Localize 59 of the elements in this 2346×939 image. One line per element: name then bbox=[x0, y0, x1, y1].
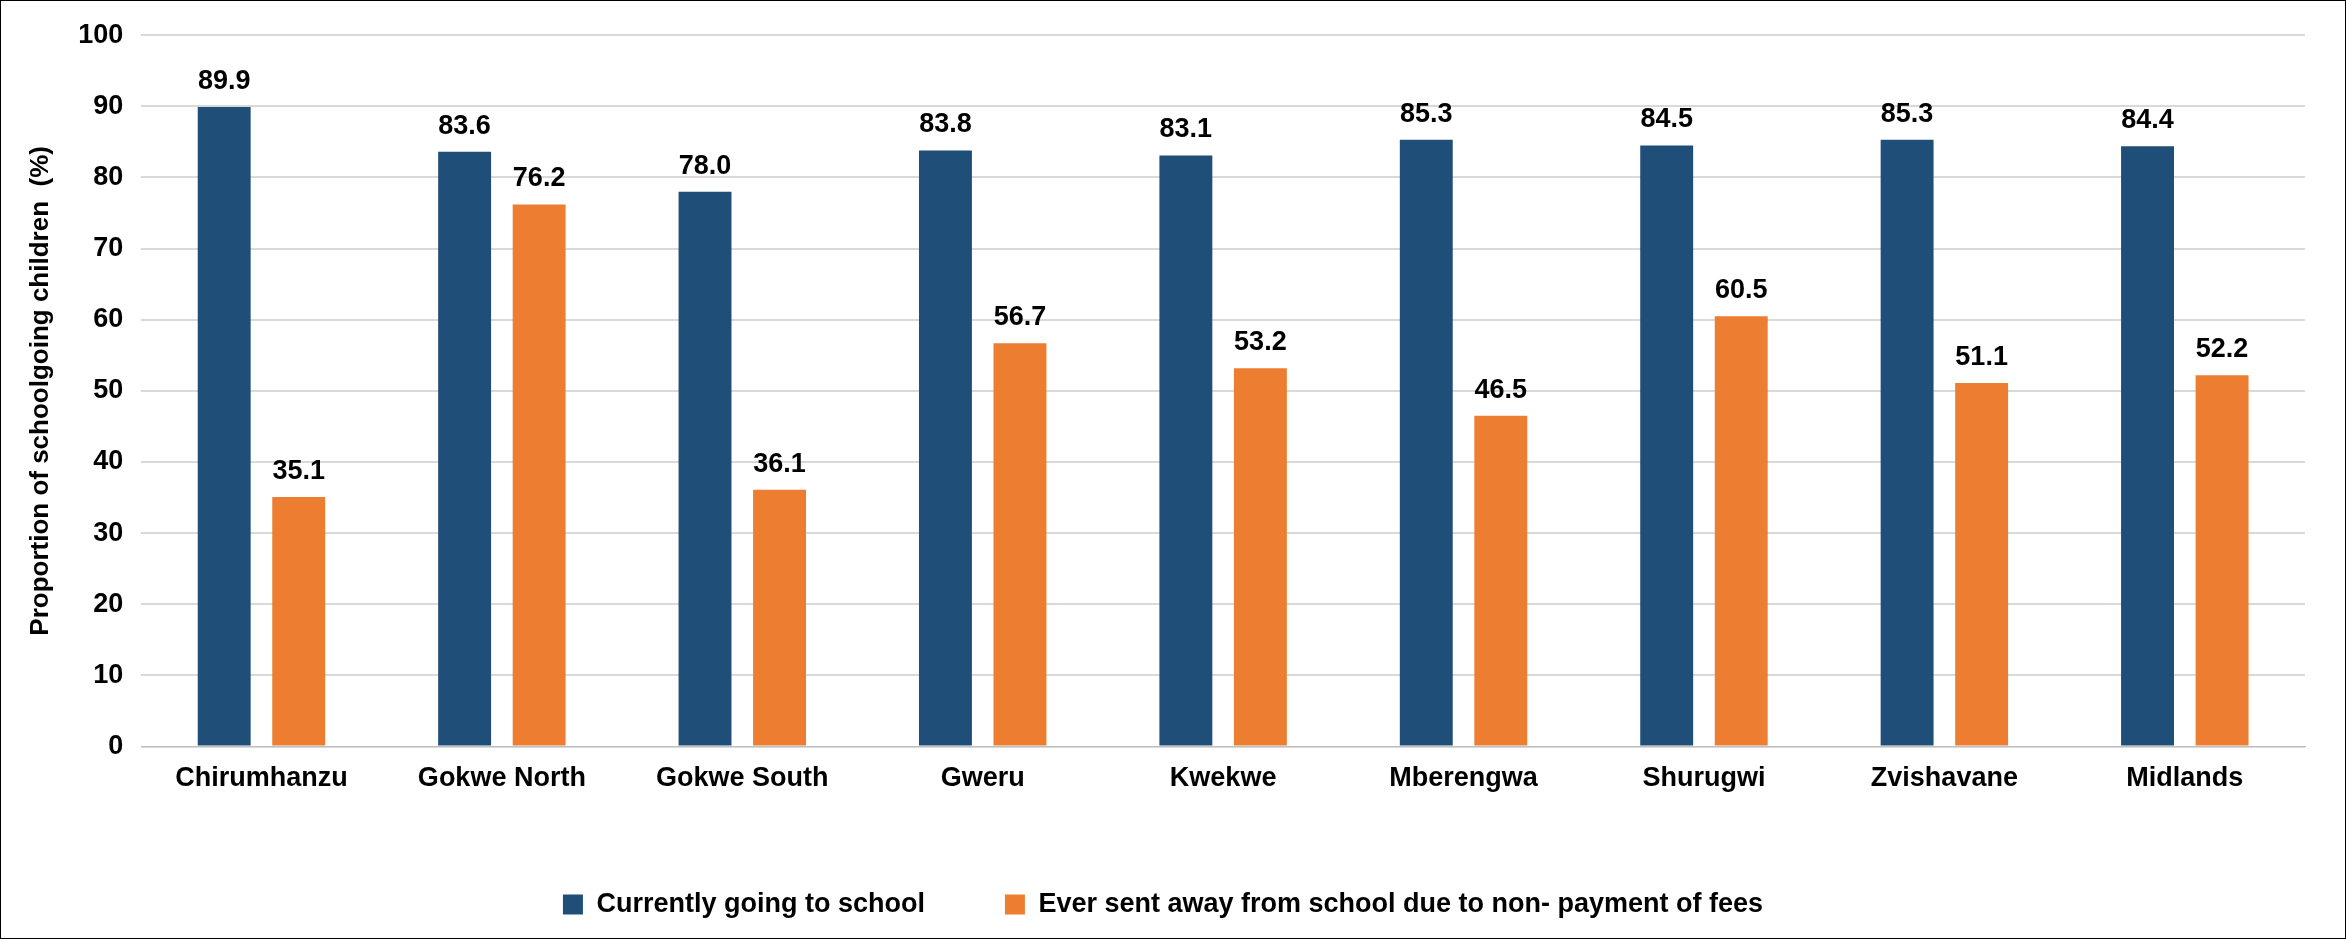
bar bbox=[197, 107, 251, 746]
legend-label: Currently going to school bbox=[596, 887, 925, 918]
bar bbox=[1474, 415, 1528, 746]
y-tick-label: 90 bbox=[93, 89, 124, 120]
bar bbox=[1159, 155, 1213, 746]
bar bbox=[678, 191, 732, 746]
bar bbox=[1714, 316, 1768, 746]
bar bbox=[1399, 139, 1453, 746]
data-label: 83.1 bbox=[1159, 113, 1213, 144]
y-tick-label: 80 bbox=[93, 160, 124, 191]
data-label: 76.2 bbox=[512, 162, 566, 193]
bar bbox=[1233, 368, 1287, 746]
bar bbox=[2121, 146, 2174, 746]
data-label: 46.5 bbox=[1474, 373, 1528, 404]
x-tick-label: Gokwe South bbox=[656, 762, 829, 793]
data-label: 78.0 bbox=[678, 149, 732, 180]
y-tick-label: 0 bbox=[108, 730, 124, 761]
y-tick-label: 70 bbox=[93, 232, 124, 263]
bar bbox=[272, 496, 326, 746]
data-label: 83.6 bbox=[438, 109, 491, 140]
y-tick-label: 30 bbox=[93, 516, 124, 547]
y-axis-title: Proportion of schoolgoing children (%) bbox=[23, 146, 54, 636]
y-tick-label: 20 bbox=[93, 587, 124, 618]
x-tick-label: Shurugwi bbox=[1642, 762, 1766, 793]
data-label: 89.9 bbox=[197, 65, 251, 95]
bar bbox=[1640, 145, 1694, 746]
data-label: 53.2 bbox=[1234, 326, 1287, 357]
data-label: 83.8 bbox=[919, 108, 972, 139]
data-label: 56.7 bbox=[993, 301, 1047, 332]
bar bbox=[993, 343, 1047, 746]
data-label: 84.5 bbox=[1640, 103, 1693, 134]
data-label: 85.3 bbox=[1880, 97, 1934, 128]
x-tick-label: Kwekwe bbox=[1169, 762, 1277, 793]
x-tick-label: Mberengwa bbox=[1389, 762, 1539, 793]
data-label: 36.1 bbox=[753, 447, 806, 478]
bar bbox=[918, 150, 972, 746]
bar bbox=[753, 489, 807, 746]
x-tick-label: Midlands bbox=[2126, 762, 2244, 793]
y-tick-label: 50 bbox=[93, 374, 124, 405]
data-label: 51.1 bbox=[1955, 341, 2008, 372]
data-label: 35.1 bbox=[272, 454, 325, 485]
legend-label: Ever sent away from school due to non- payment of fees bbox=[1038, 887, 1764, 918]
data-label: 84.4 bbox=[2121, 104, 2174, 135]
y-tick-label: 100 bbox=[78, 18, 124, 49]
x-tick-label: Zvishavane bbox=[1870, 762, 2018, 793]
data-label: 52.2 bbox=[2195, 333, 2249, 364]
x-tick-label: Gweru bbox=[940, 762, 1025, 793]
data-label: 85.3 bbox=[1400, 97, 1453, 128]
bar bbox=[512, 204, 566, 746]
bar bbox=[438, 151, 492, 746]
bar bbox=[1880, 139, 1934, 746]
x-tick-label: Chirumhanzu bbox=[175, 762, 348, 793]
y-tick-label: 40 bbox=[93, 445, 124, 476]
data-label: 60.5 bbox=[1714, 274, 1768, 305]
x-tick-label: Gokwe North bbox=[417, 762, 586, 793]
y-tick-label: 10 bbox=[93, 658, 124, 689]
bar bbox=[1955, 383, 2009, 746]
y-tick-label: 60 bbox=[93, 303, 124, 334]
bar bbox=[2195, 375, 2249, 746]
